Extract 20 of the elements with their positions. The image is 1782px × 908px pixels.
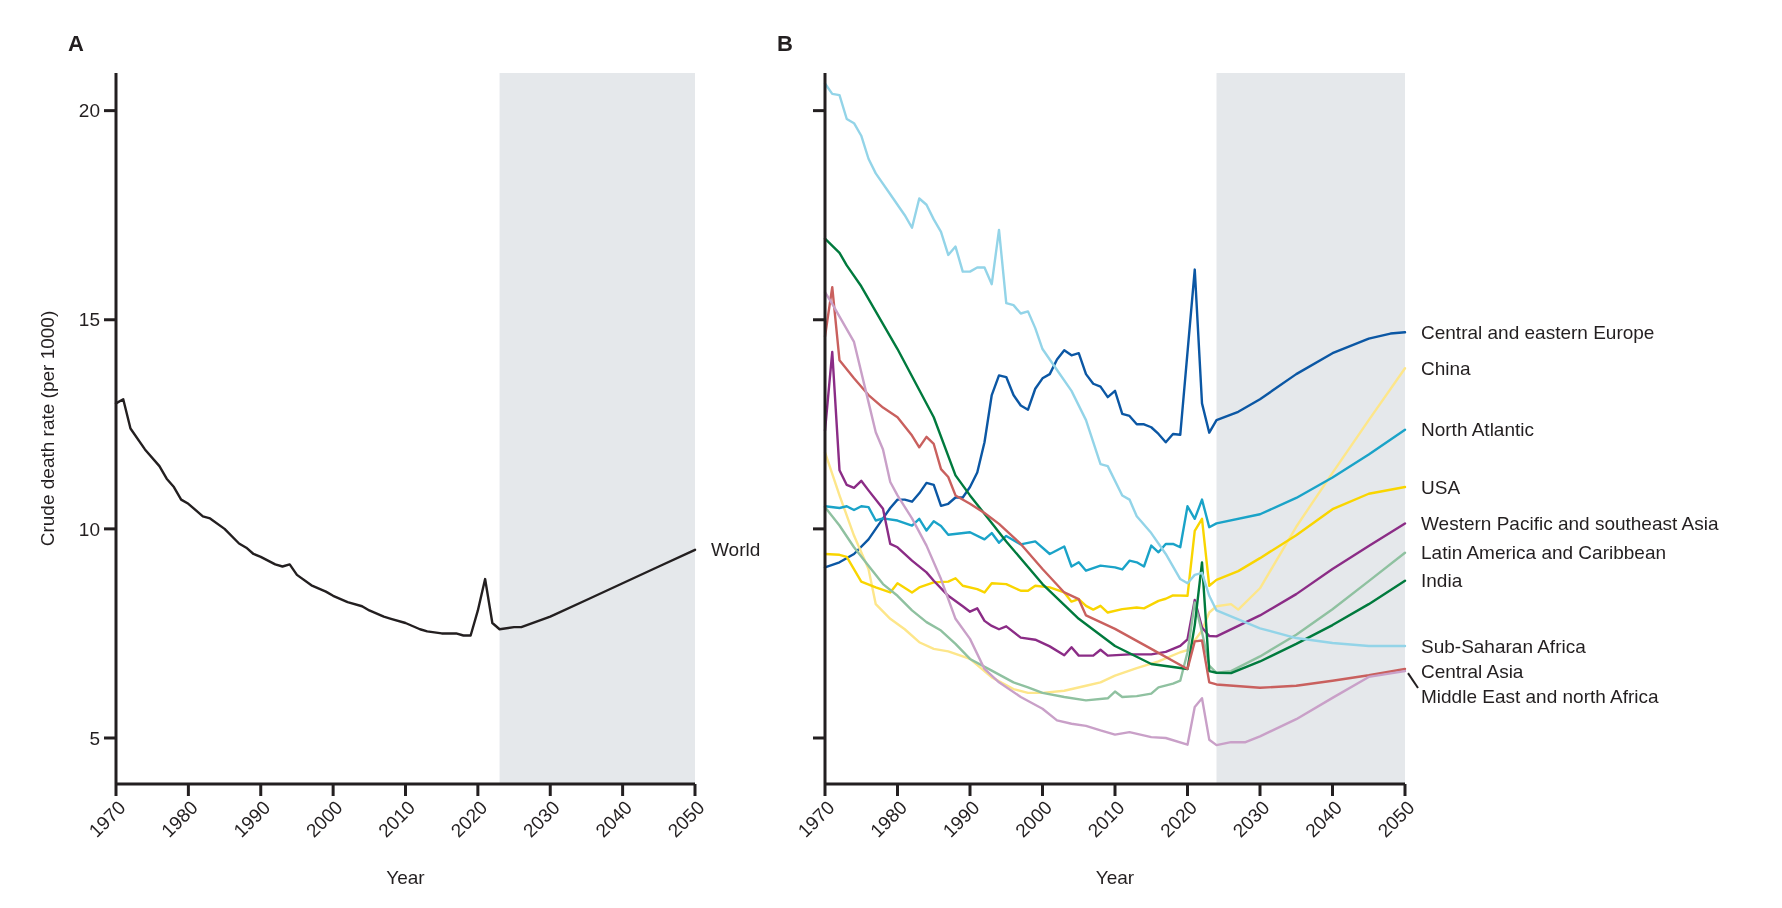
y-tick-label: 5 [89,727,100,749]
series-label: Latin America and Caribbean [1421,542,1667,564]
series-label: Central and eastern Europe [1421,321,1655,343]
series-label: India [1421,570,1463,592]
series-label: China [1421,357,1472,379]
series-label: USA [1421,476,1461,498]
series-label: Sub-Saharan Africa [1421,635,1587,657]
x-axis-title: Year [1095,867,1135,888]
chart-title: A [68,31,84,56]
series-label: Western Pacific and southeast Asia [1421,513,1719,535]
chart-title: B [777,31,793,56]
series-label: Middle East and north Africa [1421,685,1660,707]
y-tick-label: 10 [78,518,100,540]
y-axis-title: Crude death rate (per 1000) [37,310,58,547]
y-tick-label: 20 [78,100,100,122]
series-label: Central Asia [1421,660,1524,682]
series-label: North Atlantic [1421,419,1534,441]
y-tick-label: 15 [78,309,100,331]
series-label: World [711,539,761,561]
x-axis-title: Year [386,867,426,888]
